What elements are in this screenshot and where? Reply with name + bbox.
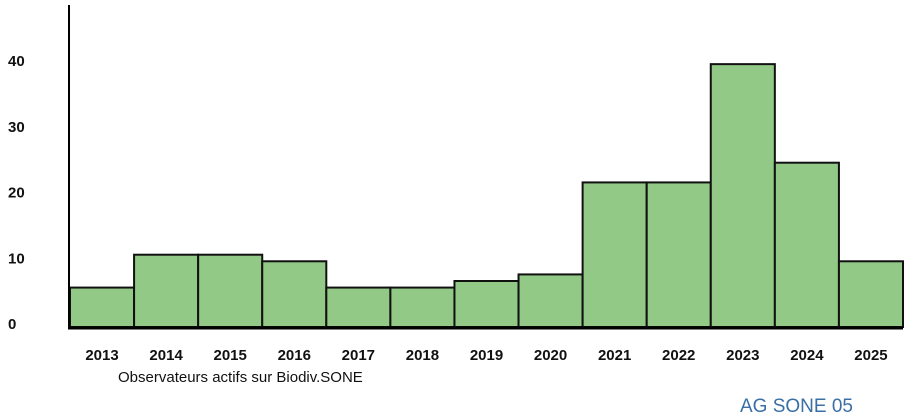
x-tick-label: 2018: [406, 347, 439, 364]
x-tick-label: 2022: [662, 347, 695, 364]
bar: [645, 181, 712, 328]
y-tick-label: 40: [8, 53, 25, 70]
x-tick-label: 2014: [149, 347, 183, 364]
bar: [773, 161, 840, 328]
bar: [389, 286, 456, 329]
x-tick-label: 2015: [214, 347, 247, 364]
x-tick-label: 2016: [278, 347, 311, 364]
y-tick-label: 0: [8, 316, 16, 333]
bar: [837, 260, 904, 328]
x-tick-label: 2013: [85, 347, 118, 364]
y-tick-label: 20: [8, 185, 25, 202]
y-tick-label: 30: [8, 119, 25, 136]
bar: [261, 260, 328, 328]
bar: [133, 253, 200, 328]
footer: AG SONE 05: [740, 396, 853, 415]
x-tick-label: 2024: [790, 347, 824, 364]
caption: Observateurs actifs sur Biodiv.SONE: [118, 369, 363, 386]
bar: [453, 280, 520, 328]
x-tick-label: 2023: [726, 347, 759, 364]
bar: [517, 273, 584, 328]
bar: [709, 63, 776, 329]
bar: [581, 181, 648, 328]
bar: [69, 286, 136, 329]
x-tick-label: 2019: [470, 347, 503, 364]
x-tick-label: 2021: [598, 347, 631, 364]
bar: [325, 286, 392, 329]
y-tick-label: 10: [8, 250, 25, 267]
x-tick-label: 2025: [854, 347, 887, 364]
bar: [197, 253, 264, 328]
x-tick-label: 2020: [534, 347, 567, 364]
x-tick-label: 2017: [342, 347, 375, 364]
